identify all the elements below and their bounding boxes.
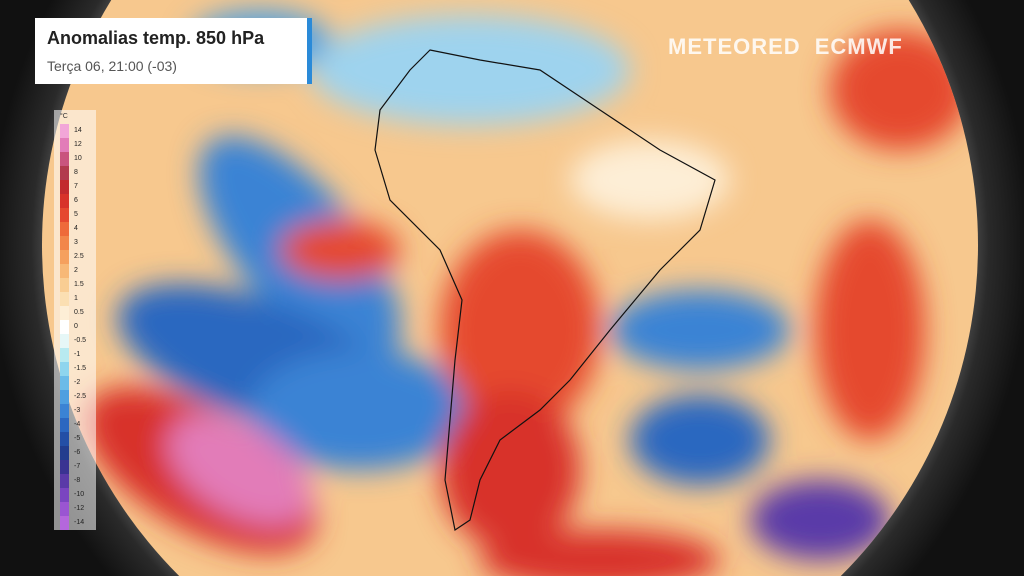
legend-label: -7 bbox=[74, 463, 81, 470]
legend-swatch bbox=[60, 362, 69, 376]
legend-swatch bbox=[60, 474, 69, 488]
legend-swatch bbox=[60, 180, 69, 194]
legend: °C 14 12 10 8 7 6 5 4 3 2.5 2 1.5 1 0.5 0 -0.5 -1 -1.5 -2 -… bbox=[54, 110, 96, 530]
legend-label: -8 bbox=[74, 477, 81, 484]
continent-outline bbox=[374, 49, 716, 531]
legend-label: 14 bbox=[74, 127, 82, 134]
legend-label: -10 bbox=[74, 491, 85, 498]
title-box: Anomalias temp. 850 hPa Terça 06, 21:00 … bbox=[35, 18, 312, 84]
legend-label: -5 bbox=[74, 435, 81, 442]
legend-swatch bbox=[60, 222, 69, 236]
legend-label: -4 bbox=[74, 421, 81, 428]
legend-swatch bbox=[60, 292, 69, 306]
legend-label: -12 bbox=[74, 505, 85, 512]
legend-swatch bbox=[60, 152, 69, 166]
legend-swatch bbox=[60, 320, 69, 334]
legend-swatch bbox=[60, 334, 69, 348]
map-subtitle: Terça 06, 21:00 (-03) bbox=[47, 58, 177, 74]
legend-swatch bbox=[60, 390, 69, 404]
legend-label: 3 bbox=[74, 239, 78, 246]
legend-swatch bbox=[60, 194, 69, 208]
legend-label: 0.5 bbox=[74, 309, 84, 316]
legend-swatch bbox=[60, 306, 69, 320]
legend-swatch bbox=[60, 488, 69, 502]
branding: METEORED ECMWF bbox=[668, 34, 917, 60]
legend-label: -2.5 bbox=[74, 393, 87, 400]
legend-label: 5 bbox=[74, 211, 78, 218]
legend-swatch bbox=[60, 460, 69, 474]
legend-label: 7 bbox=[74, 183, 78, 190]
legend-label: 6 bbox=[74, 197, 78, 204]
legend-label: 12 bbox=[74, 141, 82, 148]
legend-swatch bbox=[60, 348, 69, 362]
legend-label: 8 bbox=[74, 169, 78, 176]
legend-label: -14 bbox=[74, 519, 85, 526]
model-logo: ECMWF bbox=[814, 34, 903, 59]
legend-swatch bbox=[60, 264, 69, 278]
provider-logo: METEORED bbox=[668, 34, 801, 59]
legend-swatch bbox=[60, 432, 69, 446]
legend-label: 10 bbox=[74, 155, 82, 162]
legend-label: 1.5 bbox=[74, 281, 84, 288]
legend-swatch bbox=[60, 166, 69, 180]
legend-swatch bbox=[60, 138, 69, 152]
legend-swatch bbox=[60, 446, 69, 460]
legend-label: 0 bbox=[74, 323, 78, 330]
legend-label: 2 bbox=[74, 267, 78, 274]
legend-label: -2 bbox=[74, 379, 81, 386]
legend-swatch bbox=[60, 516, 69, 530]
legend-label: 2.5 bbox=[74, 253, 84, 260]
legend-label: -6 bbox=[74, 449, 81, 456]
legend-swatch bbox=[60, 208, 69, 222]
legend-label: -1 bbox=[74, 351, 81, 358]
legend-label: -1.5 bbox=[74, 365, 87, 372]
legend-swatch bbox=[60, 124, 69, 138]
map-title: Anomalias temp. 850 hPa bbox=[47, 28, 265, 48]
legend-label: -0.5 bbox=[74, 337, 87, 344]
legend-swatch bbox=[60, 376, 69, 390]
legend-label: 1 bbox=[74, 295, 78, 302]
legend-swatch bbox=[60, 236, 69, 250]
legend-swatch bbox=[60, 418, 69, 432]
legend-unit: °C bbox=[60, 113, 68, 120]
legend-label: -3 bbox=[74, 407, 81, 414]
legend-label: 4 bbox=[74, 225, 78, 232]
legend-swatch bbox=[60, 502, 69, 516]
legend-swatch bbox=[60, 250, 69, 264]
legend-swatch bbox=[60, 278, 69, 292]
legend-swatch bbox=[60, 404, 69, 418]
